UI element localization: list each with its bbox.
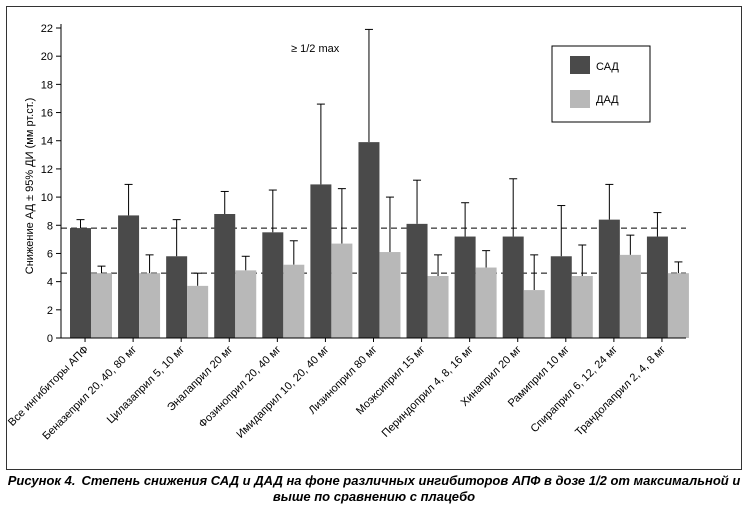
bar-sad <box>214 214 236 338</box>
y-tick-label: 20 <box>41 51 53 63</box>
bar-dad <box>475 267 497 338</box>
x-tick-label: Спираприл 6, 12, 24 мг <box>528 344 620 436</box>
x-tick-label: Имидаприл 10, 20, 40 мг <box>234 344 331 441</box>
legend: САД ДАД <box>551 45 651 123</box>
bar-dad <box>523 290 545 338</box>
bar-sad <box>502 236 524 338</box>
bar-sad <box>550 256 572 338</box>
bars <box>70 28 689 338</box>
bar-dad <box>91 273 112 338</box>
figure-frame <box>6 6 742 470</box>
y-tick-label: 22 <box>41 23 53 35</box>
bar-sad <box>598 219 620 338</box>
bar-dad <box>283 264 305 338</box>
y-tick-label: 2 <box>47 305 53 317</box>
legend-swatch-dad <box>570 90 590 108</box>
bar-dad <box>571 276 593 338</box>
bar-sad <box>454 236 476 338</box>
bar-sad <box>262 232 284 338</box>
bar-sad <box>166 256 188 338</box>
bar-dad <box>619 254 641 338</box>
y-tick-label: 4 <box>47 277 53 289</box>
x-tick-label: Беназеприл 20, 40, 80 мг <box>40 344 139 443</box>
bar-dad <box>667 273 689 338</box>
y-tick-label: 0 <box>47 333 53 345</box>
y-tick-label: 18 <box>41 79 53 91</box>
y-tick-label: 6 <box>47 248 53 260</box>
bar-dad <box>139 273 161 338</box>
annotation-half-max: ≥ 1/2 max <box>291 43 340 55</box>
y-tick-label: 14 <box>41 136 53 148</box>
legend-swatch-sad <box>570 56 590 74</box>
bar-sad <box>406 223 428 338</box>
bar-dad <box>379 252 401 338</box>
bar-sad <box>358 142 380 338</box>
caption-text: Степень снижения САД и ДАД на фоне разли… <box>81 473 741 504</box>
x-tick-label: Трандолаприл 2, 4, 8 мг <box>573 344 668 439</box>
y-tick-label: 8 <box>47 220 53 232</box>
legend-label-sad: САД <box>596 61 619 73</box>
bar-dad <box>331 243 353 338</box>
legend-label-dad: ДАД <box>596 94 619 106</box>
bar-dad <box>235 270 257 338</box>
y-axis-label: Снижение АД ± 95% ДИ (мм рт.ст.) <box>24 98 36 274</box>
bar-sad <box>646 236 668 338</box>
axes <box>56 24 686 342</box>
bar-sad <box>118 215 140 338</box>
bar-dad <box>187 285 209 338</box>
legend-box <box>551 45 651 123</box>
y-tick-label: 12 <box>41 164 53 176</box>
x-tick-label: Фозиноприл 20, 40 мг <box>197 344 284 431</box>
figure-caption: Рисунок 4. Степень снижения САД и ДАД на … <box>6 473 742 505</box>
caption-label: Рисунок 4. <box>7 473 76 488</box>
x-tick-label: Периндоприл 4, 8, 16 мг <box>380 344 476 440</box>
bar-dad <box>427 276 449 338</box>
bar-sad <box>310 184 332 338</box>
bar-chart: 0 2 4 6 8 10 12 14 16 18 20 22 Все ингибиторы АПФБен… <box>6 23 689 443</box>
y-tick-label: 16 <box>41 108 53 120</box>
x-tick-label: Все ингибиторы АПФ <box>6 344 91 429</box>
bar-sad <box>70 228 91 338</box>
y-tick-label: 10 <box>41 192 53 204</box>
